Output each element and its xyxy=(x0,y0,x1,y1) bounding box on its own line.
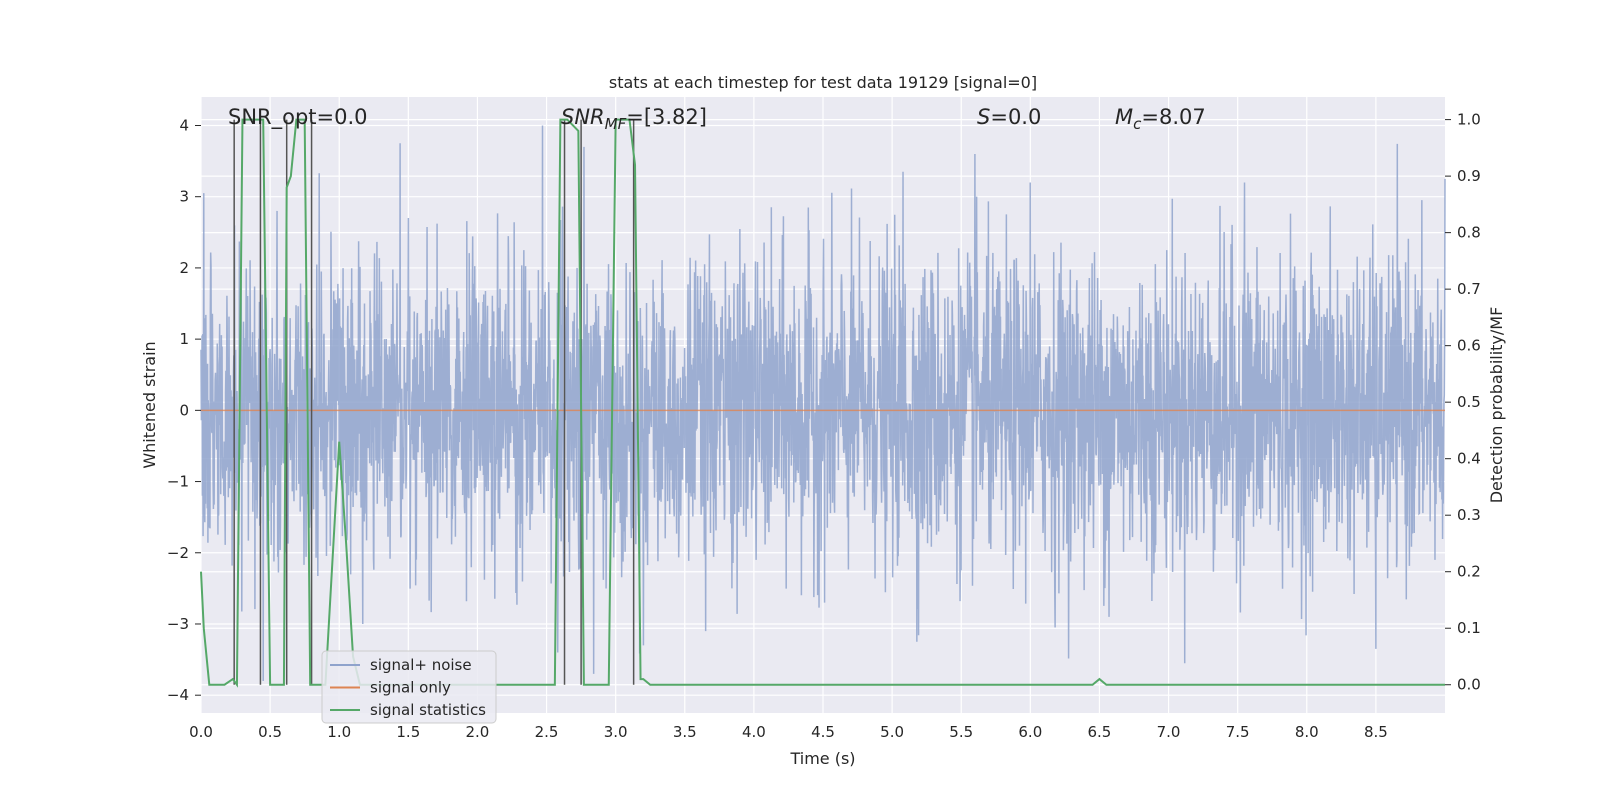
plot-area xyxy=(200,118,1446,688)
x-tick-label: 5.0 xyxy=(880,723,904,741)
y2-tick-label: 0.7 xyxy=(1457,280,1481,298)
series-signal-noise-line xyxy=(200,125,1446,681)
x-tick-label: 6.0 xyxy=(1018,723,1042,741)
x-tick-label: 3.0 xyxy=(604,723,628,741)
y-tick-label: −3 xyxy=(167,615,189,633)
chart-title: stats at each timestep for test data 191… xyxy=(609,73,1037,92)
y2-axis-label: Detection probability/MF xyxy=(1487,307,1506,504)
snr-mf-value: =[3.82] xyxy=(626,105,707,129)
y-tick-label: 1 xyxy=(179,330,189,348)
x-tick-label: 5.5 xyxy=(949,723,973,741)
axes: 0.0 0.5 1.0 1.5 2.0 2.5 3.0 3.5 4.0 4.5 5.0 5.5 6.0 6… xyxy=(167,111,1481,741)
y2-tick-label: 0.2 xyxy=(1457,563,1481,581)
s-variable: S xyxy=(977,105,990,129)
mc-annotation: Mc=8.07 xyxy=(1115,105,1206,133)
snr-mf-variable: SNR xyxy=(561,105,605,129)
legend-box xyxy=(321,650,497,724)
y2-tick-label: 0.8 xyxy=(1457,224,1481,242)
x-tick-label: 8.0 xyxy=(1295,723,1319,741)
y-tick-label: 3 xyxy=(179,188,189,206)
x-tick-label: 0.0 xyxy=(189,723,213,741)
x-tick-label: 7.5 xyxy=(1226,723,1250,741)
x-axis-label: Time (s) xyxy=(789,749,855,768)
mc-subscript: c xyxy=(1133,115,1142,133)
x-tick-label: 2.0 xyxy=(466,723,490,741)
x-tick-label: 7.0 xyxy=(1157,723,1181,741)
x-tick-label: 6.5 xyxy=(1088,723,1112,741)
y-tick-label: −4 xyxy=(167,686,189,704)
y2-tick-label: 0.5 xyxy=(1457,393,1481,411)
legend: signal+ noise signal only signal statistic… xyxy=(321,650,497,724)
annotations: SNR_opt=0.0 SNRMF=[3.82] S=0.0 Mc=8.07 xyxy=(228,105,1206,133)
x-tick-label: 1.5 xyxy=(396,723,420,741)
y2-tick-label: 0.1 xyxy=(1457,619,1481,637)
x-tick-label: 1.0 xyxy=(327,723,351,741)
mc-value: =8.07 xyxy=(1141,105,1205,129)
x-tick-label: 0.5 xyxy=(258,723,282,741)
y-tick-label: −2 xyxy=(167,544,189,562)
y2-tick-label: 1.0 xyxy=(1457,111,1481,129)
y-tick-label: 0 xyxy=(179,401,189,419)
mc-variable: M xyxy=(1115,105,1133,129)
s-value: =0.0 xyxy=(990,105,1041,129)
legend-label: signal only xyxy=(370,679,451,697)
y2-tick-label: 0.4 xyxy=(1457,450,1481,468)
series-signal-statistics-line xyxy=(200,118,1445,688)
s-annotation: S=0.0 xyxy=(977,105,1041,129)
snr-mf-subscript: MF xyxy=(605,115,627,133)
y2-tick-label: 0.0 xyxy=(1457,676,1481,694)
y2-tick-label: 0.6 xyxy=(1457,337,1481,355)
snr-opt-annotation: SNR_opt=0.0 xyxy=(228,105,368,130)
y2-tick-label: 0.9 xyxy=(1457,167,1481,185)
y-axis-label: Whitened strain xyxy=(140,341,159,468)
y-tick-label: −1 xyxy=(167,473,189,491)
snr-mf-annotation: SNRMF=[3.82] xyxy=(561,105,707,133)
x-tick-label: 4.5 xyxy=(811,723,835,741)
legend-label: signal+ noise xyxy=(370,656,472,674)
y-tick-label: 4 xyxy=(179,116,189,134)
x-tick-label: 3.5 xyxy=(673,723,697,741)
x-tick-label: 2.5 xyxy=(535,723,559,741)
legend-label: signal statistics xyxy=(370,701,486,719)
x-tick-label: 8.5 xyxy=(1364,723,1388,741)
y-tick-label: 2 xyxy=(179,259,189,277)
y2-tick-label: 0.3 xyxy=(1457,506,1481,524)
x-tick-label: 4.0 xyxy=(742,723,766,741)
